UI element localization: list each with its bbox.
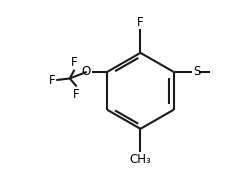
Text: O: O [81,65,90,78]
Text: F: F [71,56,77,69]
Text: F: F [73,88,80,101]
Text: F: F [48,74,55,87]
Text: S: S [193,65,200,78]
Text: F: F [137,16,143,29]
Text: CH₃: CH₃ [129,153,151,166]
